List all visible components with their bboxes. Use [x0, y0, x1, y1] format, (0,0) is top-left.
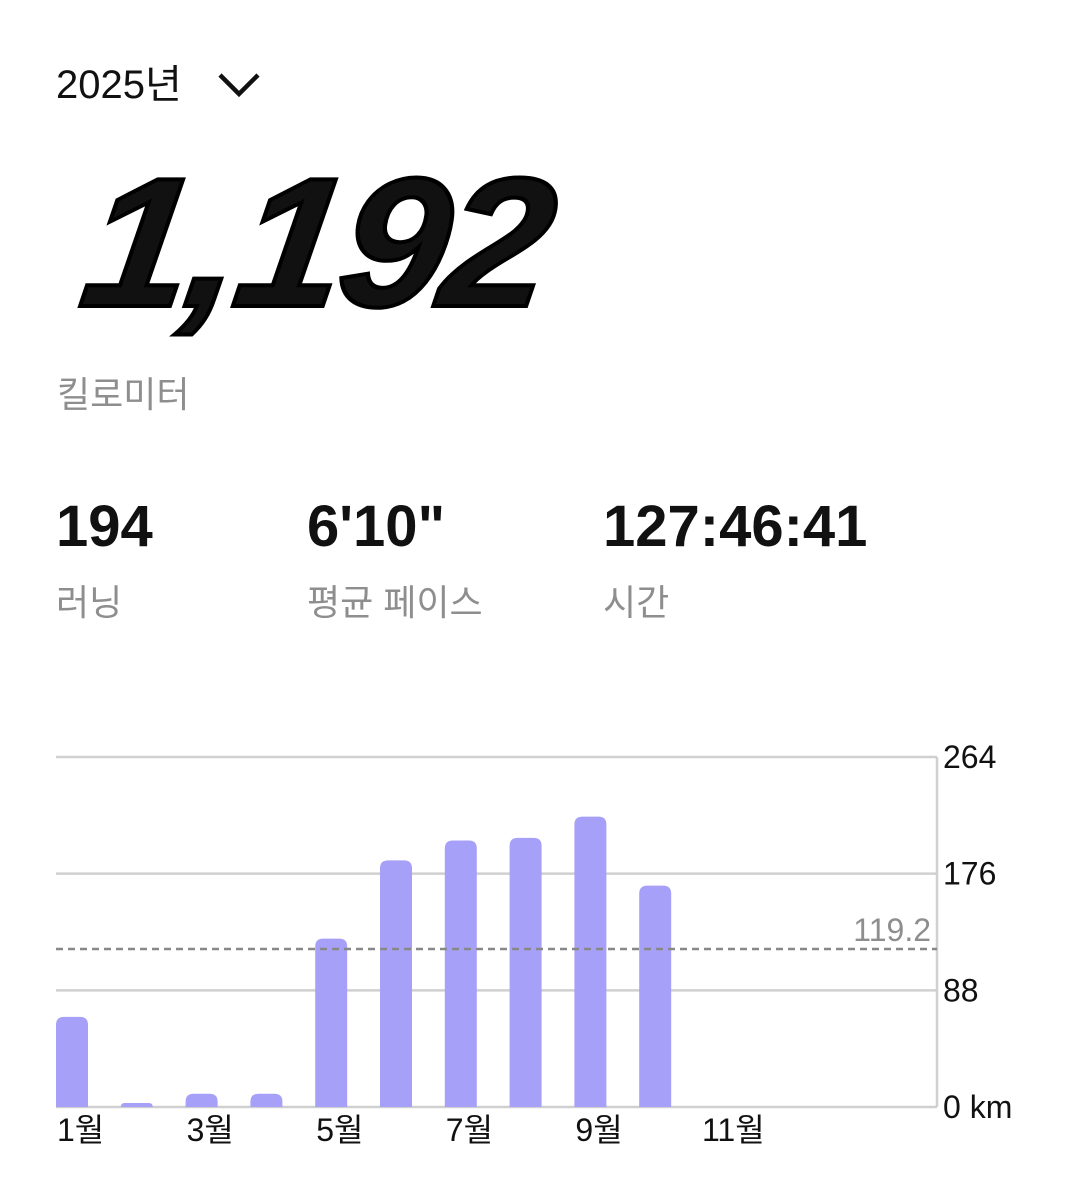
stat-avg-pace: 6'10" 평균 페이스 [307, 498, 483, 626]
bar-10월 [639, 885, 672, 1107]
stat-label: 평균 페이스 [307, 582, 483, 623]
stat-value: 6'10" [307, 494, 446, 559]
total-distance: 1,192 [69, 137, 565, 347]
x-tick-label: 3월 [187, 1112, 234, 1148]
year-selector[interactable]: 2025년 [56, 52, 262, 110]
y-tick-label: 176 [943, 856, 996, 892]
distance-unit: 킬로미터 [57, 374, 190, 415]
bar-3월 [185, 1093, 218, 1107]
stat-runs: 194 러닝 [56, 498, 153, 626]
bar-2월 [120, 1103, 153, 1107]
bar-9월 [574, 816, 607, 1107]
x-tick-label: 7월 [446, 1112, 493, 1148]
average-label: 119.2 [853, 912, 931, 948]
stat-value: 127:46:41 [603, 494, 868, 559]
bar-4월 [250, 1093, 283, 1107]
stat-label: 시간 [603, 582, 670, 623]
x-tick-label: 9월 [575, 1112, 622, 1148]
x-tick-label: 1월 [57, 1112, 104, 1148]
bar-7월 [444, 840, 477, 1107]
stat-value: 194 [56, 494, 153, 559]
monthly-distance-chart: 0 km 88 176 264 119.2 1월 3월 5월 7월 9월 11월 [56, 739, 1012, 1148]
bar-8월 [509, 837, 542, 1107]
stat-time: 127:46:41 시간 [603, 498, 867, 626]
x-tick-label: 11월 [702, 1112, 765, 1148]
x-tick-label: 5월 [316, 1112, 363, 1148]
bar-5월 [315, 938, 348, 1107]
year-label: 2025년 [56, 63, 182, 107]
chevron-down-icon [218, 73, 260, 98]
bar-6월 [380, 860, 412, 1107]
bar-1월 [56, 1016, 88, 1107]
y-tick-label: 88 [943, 972, 979, 1008]
y-tick-label: 0 km [943, 1089, 1012, 1125]
y-tick-label: 264 [943, 739, 996, 775]
stat-label: 러닝 [56, 582, 123, 623]
